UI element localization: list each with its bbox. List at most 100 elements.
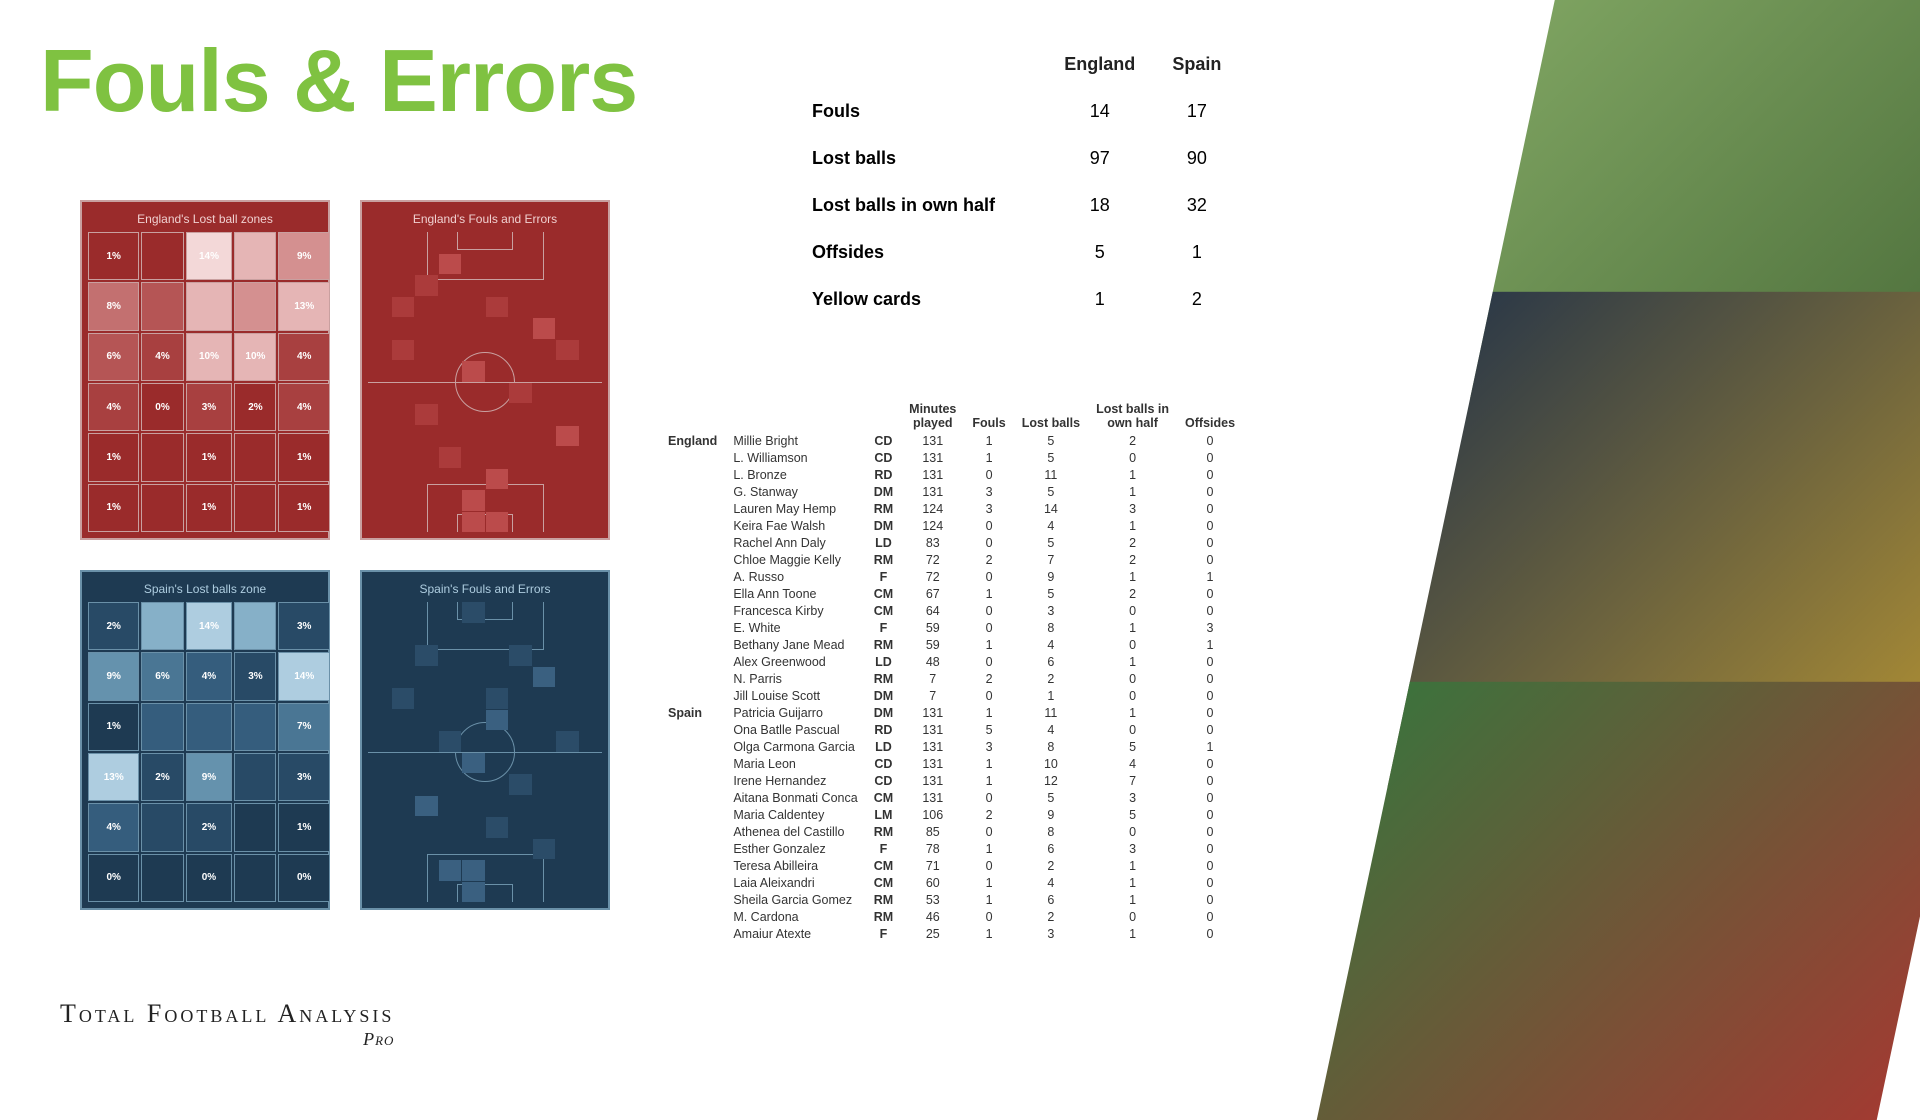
player-stat: 0	[1177, 687, 1243, 704]
foul-cell	[486, 796, 509, 817]
foul-cell	[462, 753, 485, 774]
zone-cell: 0%	[88, 854, 139, 902]
player-row: Lauren May HempRM12431430	[660, 500, 1243, 517]
foul-cell	[439, 774, 462, 795]
foul-cell	[415, 340, 438, 361]
foul-cell	[533, 490, 556, 511]
player-row: Maria CaldenteyLM1062950	[660, 806, 1243, 823]
foul-cell	[509, 361, 532, 382]
foul-cell	[533, 361, 556, 382]
zone-cell: 1%	[88, 484, 139, 532]
foul-cell	[415, 602, 438, 623]
player-position: F	[866, 568, 901, 585]
foul-cell	[439, 469, 462, 490]
foul-cell	[509, 731, 532, 752]
player-stat: 0	[1177, 908, 1243, 925]
team-label	[660, 738, 725, 755]
player-stat: 131	[901, 772, 964, 789]
zone-cell: 4%	[88, 383, 139, 431]
team-label	[660, 891, 725, 908]
foul-cell	[580, 469, 603, 490]
player-position: DM	[866, 517, 901, 534]
foul-cell	[392, 624, 415, 645]
summary-value: 1	[1046, 277, 1154, 322]
player-position: DM	[866, 687, 901, 704]
foul-cell	[368, 404, 391, 425]
foul-cell	[392, 232, 415, 253]
foul-cell	[392, 512, 415, 533]
player-stat: 3	[964, 483, 1013, 500]
player-stat: 131	[901, 704, 964, 721]
player-stat: 1	[1088, 568, 1177, 585]
player-stat: 0	[1177, 772, 1243, 789]
foul-cell	[556, 340, 579, 361]
foul-cell	[439, 731, 462, 752]
foul-cell	[580, 860, 603, 881]
foul-cell	[533, 860, 556, 881]
player-stat: 9	[1014, 568, 1088, 585]
foul-cell	[439, 275, 462, 296]
player-stat: 4	[1014, 636, 1088, 653]
zone-cell	[141, 484, 183, 532]
foul-cell	[533, 882, 556, 903]
foul-cell	[392, 297, 415, 318]
player-stat: 78	[901, 840, 964, 857]
foul-cell	[556, 796, 579, 817]
player-stat: 0	[1177, 602, 1243, 619]
foul-cell	[533, 753, 556, 774]
team-label	[660, 840, 725, 857]
foul-cell	[415, 667, 438, 688]
zone-cell: 7%	[278, 703, 329, 751]
zone-cell	[186, 282, 233, 330]
foul-cell	[509, 774, 532, 795]
foul-cell	[368, 297, 391, 318]
foul-cell	[462, 817, 485, 838]
team-label	[660, 585, 725, 602]
foul-cell	[439, 361, 462, 382]
zone-cell: 10%	[234, 333, 276, 381]
foul-cell	[509, 426, 532, 447]
foul-cell	[580, 490, 603, 511]
summary-metric-label: Lost balls in own half	[802, 183, 1044, 228]
foul-cell	[368, 602, 391, 623]
player-stat: 2	[1088, 534, 1177, 551]
foul-cell	[486, 469, 509, 490]
foul-cell	[368, 232, 391, 253]
foul-cell	[415, 839, 438, 860]
team-label	[660, 568, 725, 585]
team-label: Spain	[660, 704, 725, 721]
foul-cell	[533, 447, 556, 468]
player-stat: 4	[1014, 517, 1088, 534]
foul-cell	[580, 817, 603, 838]
player-stat: 0	[964, 619, 1013, 636]
player-stat: 124	[901, 500, 964, 517]
player-row: Sheila Garcia GomezRM531610	[660, 891, 1243, 908]
foul-cell	[415, 817, 438, 838]
foul-cell	[462, 731, 485, 752]
zone-cell	[234, 803, 276, 851]
foul-cell	[509, 839, 532, 860]
player-stat: 1	[964, 636, 1013, 653]
foul-cell	[392, 667, 415, 688]
player-position: DM	[866, 704, 901, 721]
zone-cell	[141, 232, 183, 280]
player-stat: 5	[1014, 789, 1088, 806]
player-position: CM	[866, 874, 901, 891]
zone-cell: 1%	[88, 433, 139, 481]
foul-cell	[439, 667, 462, 688]
foul-cell	[415, 275, 438, 296]
foul-cell	[368, 275, 391, 296]
foul-cell	[509, 275, 532, 296]
foul-cell	[533, 817, 556, 838]
foul-cell	[580, 774, 603, 795]
foul-cell	[580, 404, 603, 425]
foul-cell	[556, 426, 579, 447]
foul-cell	[415, 426, 438, 447]
foul-cell	[368, 426, 391, 447]
player-row: Bethany Jane MeadRM591401	[660, 636, 1243, 653]
summary-header	[802, 42, 1044, 87]
player-row: Francesca KirbyCM640300	[660, 602, 1243, 619]
foul-cell	[392, 447, 415, 468]
foul-cell	[533, 645, 556, 666]
foul-cell	[580, 426, 603, 447]
